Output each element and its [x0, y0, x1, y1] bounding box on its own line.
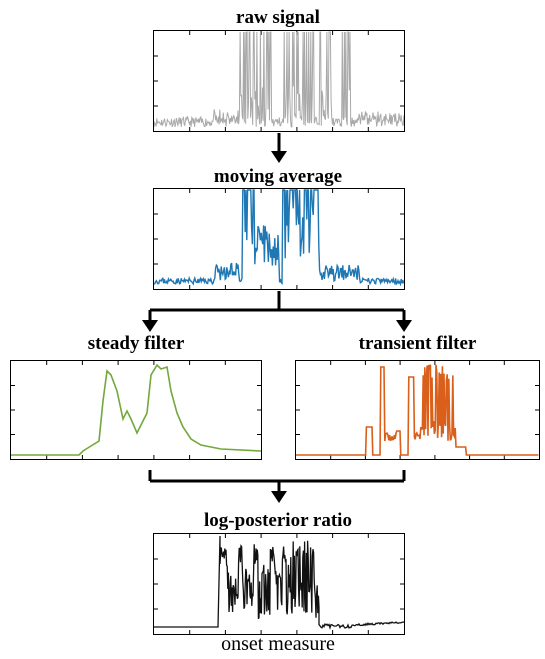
raw-signal-plot [153, 30, 405, 132]
moving-average-chart [154, 189, 404, 289]
raw-signal-title: raw signal [236, 7, 320, 28]
steady-filter-chart [11, 361, 261, 459]
arrowhead-raw-to-moving [271, 151, 287, 163]
transient-filter-title: transient filter [358, 333, 477, 354]
onset-measure-caption: onset measure [221, 633, 335, 655]
moving-average-plot [153, 188, 405, 290]
raw-signal-chart [154, 31, 404, 131]
arrowhead-steady [142, 320, 158, 332]
moving-average-title: moving average [213, 166, 343, 187]
log-posterior-ratio-title: log-posterior ratio [204, 510, 352, 531]
steady-filter-plot [10, 360, 262, 460]
transient-filter-chart [296, 361, 539, 459]
transient-filter-plot [295, 360, 540, 460]
log-posterior-ratio-plot [153, 533, 405, 635]
steady-filter-title: steady filter [87, 333, 185, 354]
arrowhead-ratio [271, 491, 287, 503]
arrowhead-transient [396, 320, 412, 332]
log-posterior-ratio-chart [154, 534, 404, 634]
